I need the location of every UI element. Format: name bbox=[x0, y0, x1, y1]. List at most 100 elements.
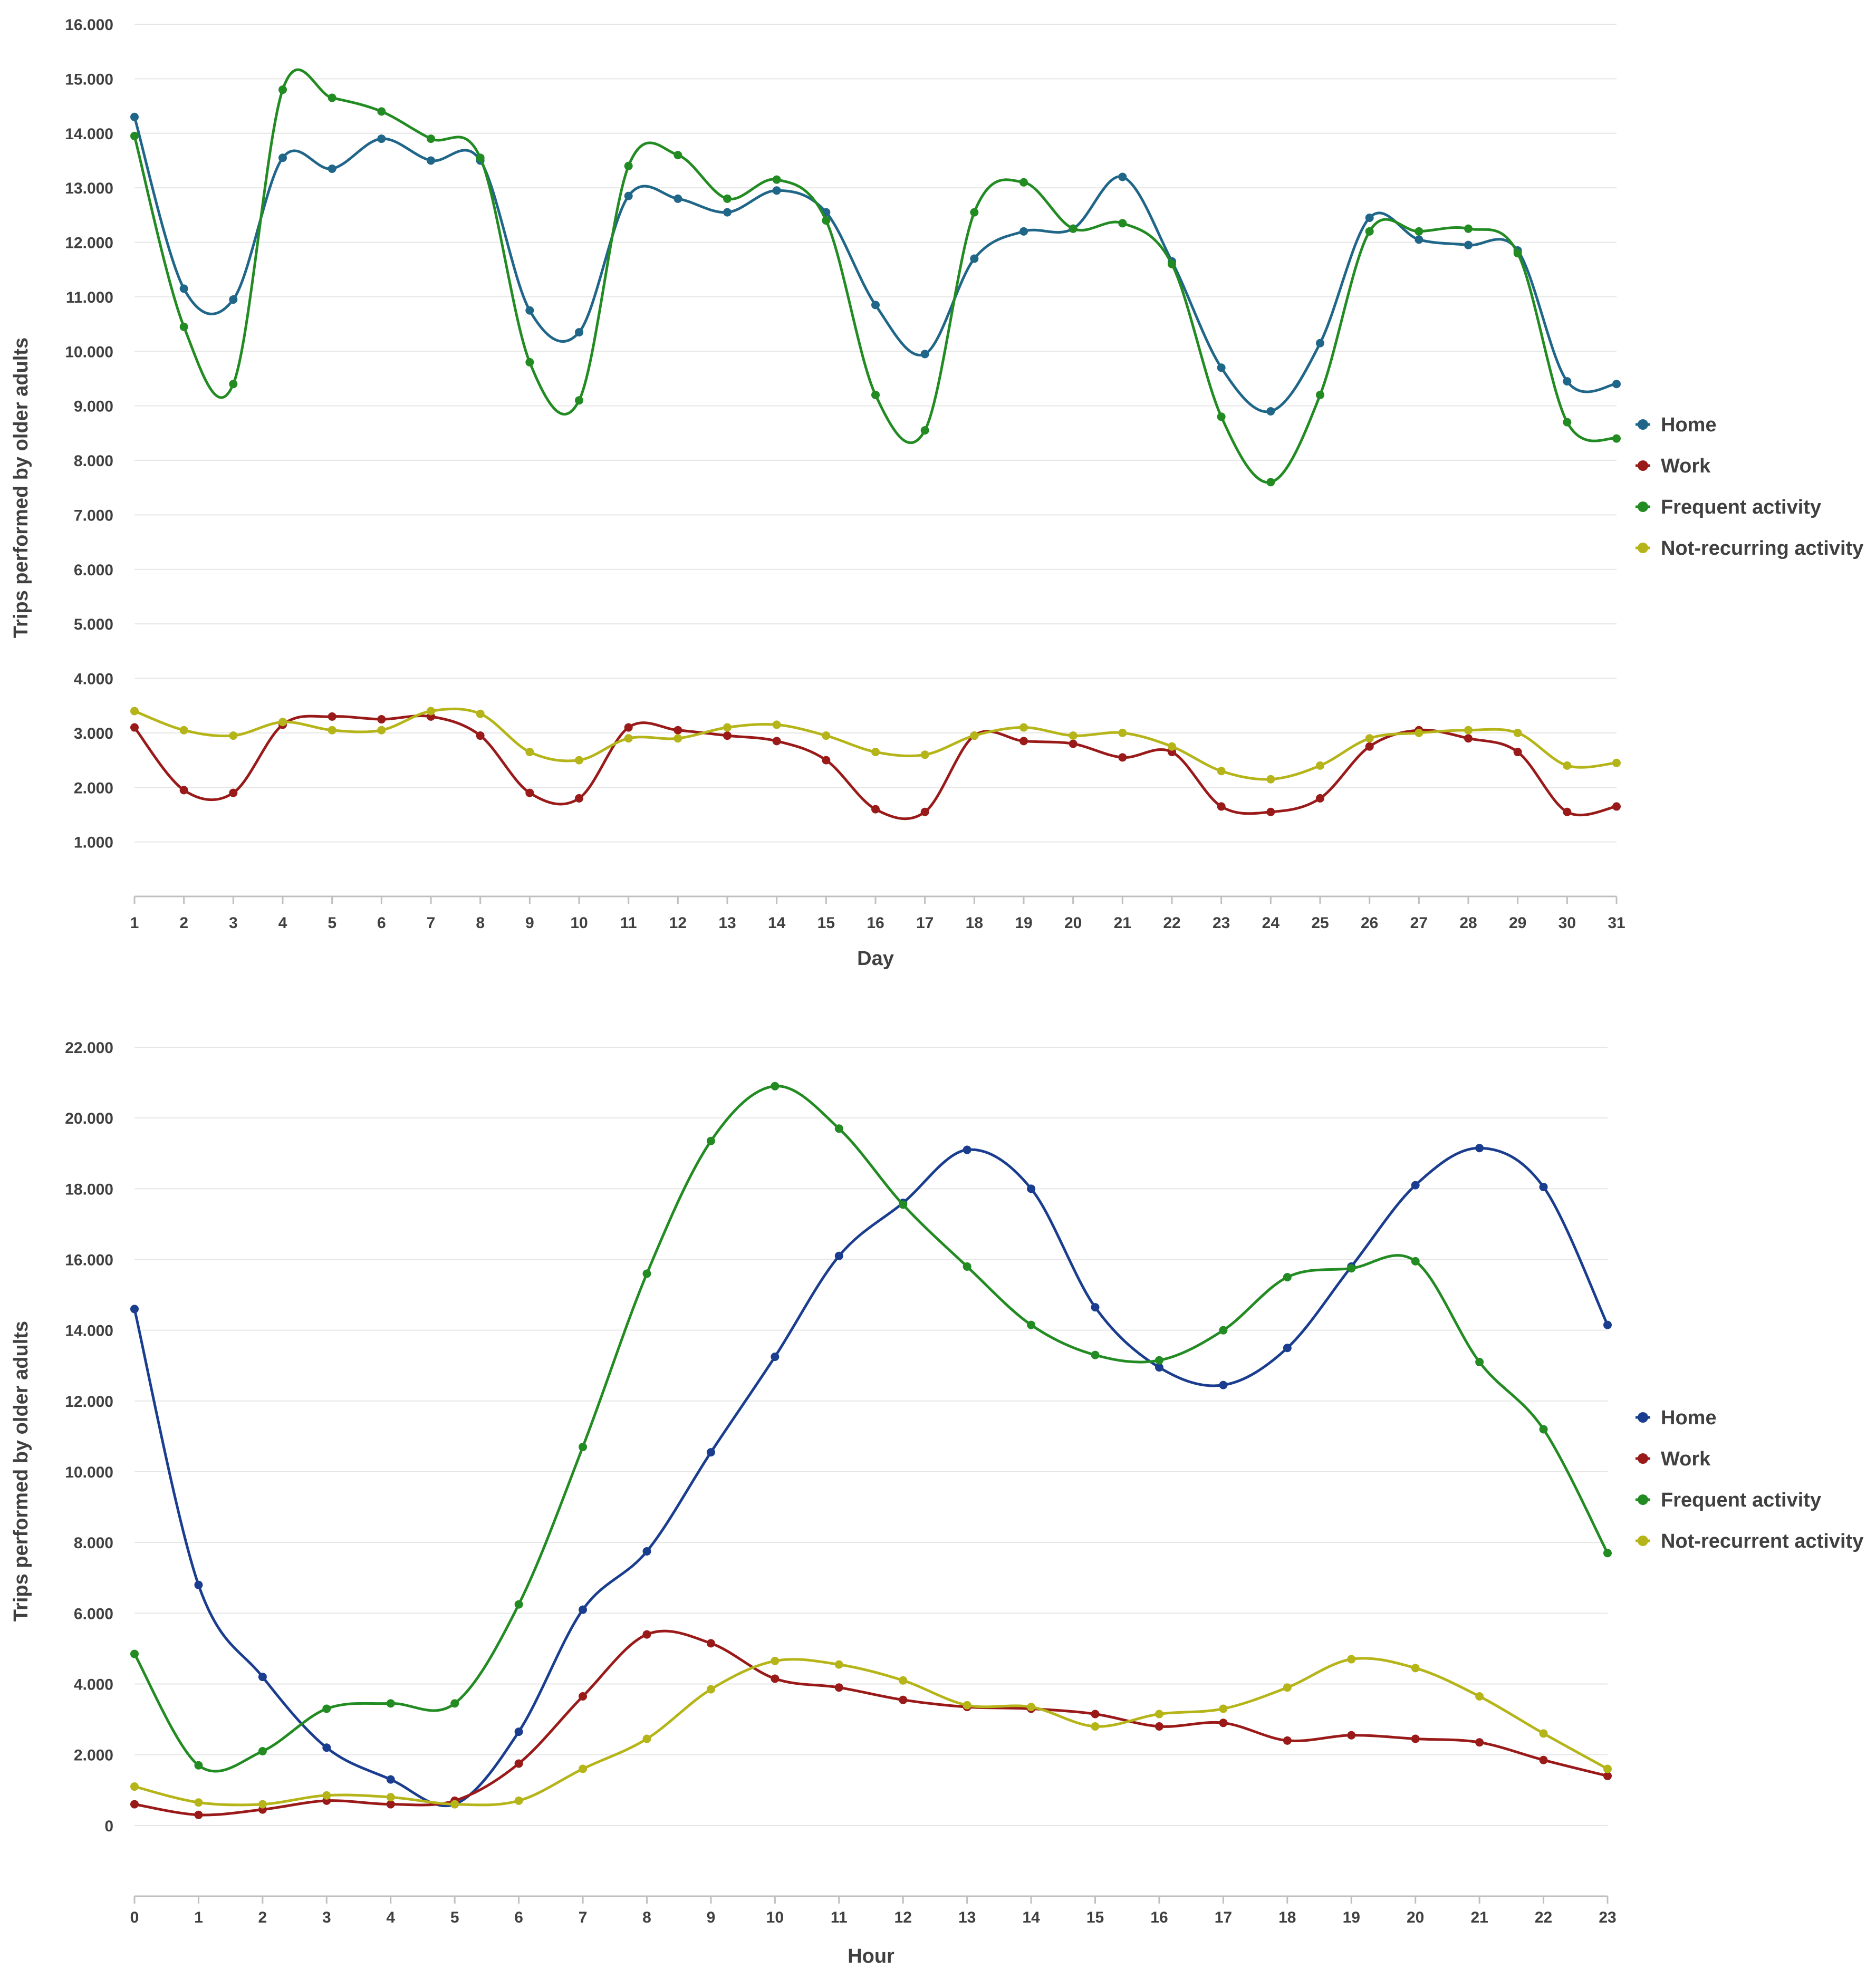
data-point bbox=[1365, 742, 1374, 751]
data-point bbox=[575, 794, 583, 803]
data-point bbox=[229, 731, 238, 740]
data-point bbox=[706, 1639, 715, 1648]
data-point bbox=[1475, 1738, 1484, 1747]
y-tick-label: 6.000 bbox=[74, 562, 113, 579]
data-point bbox=[1411, 1734, 1420, 1743]
data-point bbox=[1069, 731, 1078, 740]
x-tick-label: 13 bbox=[718, 914, 736, 932]
data-point bbox=[328, 712, 336, 721]
data-point bbox=[624, 191, 633, 200]
data-point bbox=[1019, 737, 1028, 746]
data-point bbox=[772, 720, 781, 729]
data-point bbox=[258, 1673, 267, 1682]
data-point bbox=[229, 295, 238, 304]
series-frequent-activity bbox=[130, 68, 1621, 487]
data-point bbox=[427, 134, 435, 143]
x-axis-title: Hour bbox=[848, 1945, 894, 1967]
data-point bbox=[822, 216, 831, 225]
series-work bbox=[130, 712, 1621, 820]
data-point bbox=[674, 734, 682, 743]
data-point bbox=[514, 1759, 523, 1768]
data-point bbox=[1155, 1710, 1163, 1719]
legend-marker bbox=[1638, 543, 1648, 553]
data-point bbox=[871, 805, 880, 814]
data-point bbox=[1612, 434, 1621, 443]
data-point bbox=[1475, 1358, 1484, 1367]
y-tick-label: 8.000 bbox=[74, 1534, 113, 1552]
legend-marker bbox=[1638, 1536, 1648, 1546]
data-point bbox=[179, 322, 188, 331]
data-point bbox=[1091, 1350, 1100, 1359]
data-point bbox=[194, 1810, 203, 1819]
series-home bbox=[130, 1144, 1612, 1809]
series-line bbox=[133, 1657, 1609, 1807]
data-point bbox=[1316, 390, 1324, 399]
x-tick-label: 2 bbox=[179, 914, 188, 932]
x-tick-label: 27 bbox=[1410, 914, 1428, 932]
data-point bbox=[970, 731, 979, 740]
legend-marker bbox=[1638, 1494, 1648, 1505]
x-tick-label: 18 bbox=[1278, 1909, 1296, 1926]
series-frequent-activity bbox=[130, 1082, 1612, 1773]
legend-item: Not-recurrent activity bbox=[1636, 1530, 1863, 1552]
x-tick-label: 16 bbox=[1150, 1909, 1168, 1926]
y-tick-label: 18.000 bbox=[65, 1181, 113, 1198]
data-point bbox=[278, 153, 287, 162]
data-point bbox=[1091, 1722, 1100, 1731]
data-point bbox=[1603, 1764, 1612, 1773]
data-point bbox=[899, 1200, 908, 1209]
data-point bbox=[386, 1775, 395, 1784]
data-point bbox=[377, 715, 386, 724]
x-tick-label: 5 bbox=[328, 914, 336, 932]
data-point bbox=[377, 726, 386, 735]
data-point bbox=[179, 284, 188, 293]
y-tick-label: 8.000 bbox=[74, 452, 113, 470]
data-point bbox=[1365, 734, 1374, 743]
data-point bbox=[1539, 1182, 1548, 1191]
data-point bbox=[1464, 240, 1473, 249]
x-tick-label: 10 bbox=[766, 1909, 784, 1926]
legend-item: Home bbox=[1636, 414, 1717, 436]
data-point bbox=[1168, 742, 1176, 751]
legend-item: Frequent activity bbox=[1636, 1489, 1821, 1511]
data-point bbox=[258, 1746, 267, 1755]
data-point bbox=[1283, 1736, 1292, 1745]
y-tick-label: 20.000 bbox=[65, 1110, 113, 1127]
data-point bbox=[1411, 1257, 1420, 1266]
data-point bbox=[771, 1674, 780, 1683]
y-tick-label: 3.000 bbox=[74, 725, 113, 742]
data-point bbox=[1217, 802, 1226, 811]
x-tick-label: 9 bbox=[525, 914, 534, 932]
data-point bbox=[642, 1269, 651, 1278]
data-point bbox=[525, 788, 534, 797]
data-point bbox=[322, 1704, 331, 1713]
data-point bbox=[1283, 1344, 1292, 1353]
data-point bbox=[1069, 224, 1078, 233]
x-tick-label: 14 bbox=[1022, 1909, 1040, 1926]
data-point bbox=[723, 723, 732, 732]
data-point bbox=[1091, 1303, 1100, 1312]
data-point bbox=[1217, 363, 1226, 372]
x-tick-label: 28 bbox=[1459, 914, 1477, 932]
data-point bbox=[1019, 178, 1028, 187]
data-point bbox=[834, 1251, 843, 1260]
data-point bbox=[1365, 227, 1374, 236]
y-tick-label: 16.000 bbox=[65, 16, 113, 34]
data-point bbox=[1266, 478, 1275, 487]
legend-label: Not-recurrent activity bbox=[1661, 1530, 1863, 1552]
data-point bbox=[1155, 1356, 1163, 1365]
data-point bbox=[1563, 761, 1572, 770]
chart-day: 1.000 2.000 3.000 4.000 5.000 6.000 7.000 8.000… bbox=[10, 16, 1863, 970]
data-point bbox=[377, 107, 386, 116]
x-tick-label: 13 bbox=[958, 1909, 976, 1926]
x-tick-label: 10 bbox=[570, 914, 588, 932]
series-work bbox=[130, 1629, 1612, 1819]
data-point bbox=[642, 1547, 651, 1556]
series-line bbox=[133, 1146, 1609, 1808]
data-point bbox=[1475, 1144, 1484, 1153]
data-point bbox=[1612, 802, 1621, 811]
data-point bbox=[920, 350, 929, 359]
data-point bbox=[1027, 1184, 1036, 1193]
data-point bbox=[1217, 412, 1226, 421]
data-point bbox=[386, 1699, 395, 1708]
